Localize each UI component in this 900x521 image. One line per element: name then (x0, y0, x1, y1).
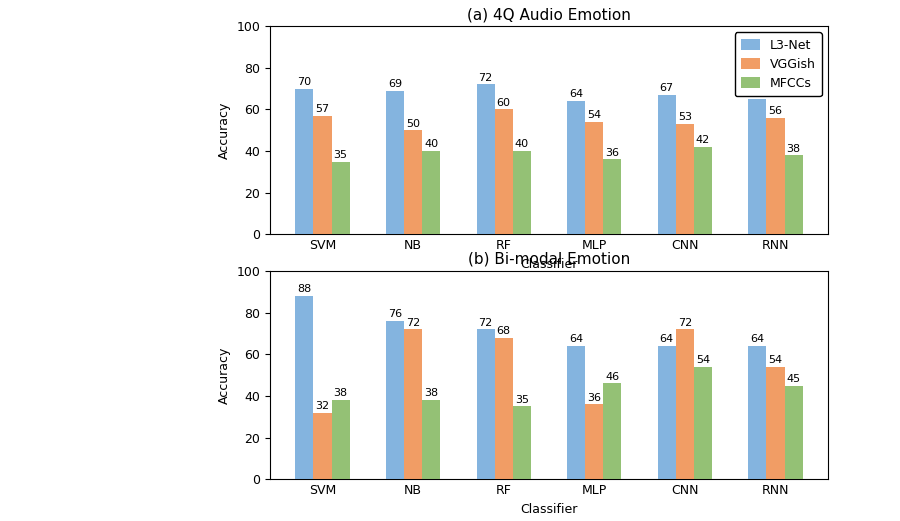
Text: 50: 50 (406, 119, 420, 129)
Text: 54: 54 (696, 355, 710, 365)
Bar (313, 413, 331, 479)
Bar (567, 101, 585, 234)
Text: 35: 35 (515, 395, 529, 405)
Bar (658, 95, 676, 234)
Text: 36: 36 (588, 393, 601, 403)
Bar (676, 329, 694, 479)
Text: 88: 88 (297, 284, 311, 294)
Bar (386, 321, 404, 479)
Text: 64: 64 (569, 90, 583, 100)
Text: 32: 32 (316, 401, 329, 411)
Bar (785, 386, 803, 479)
Bar (513, 151, 531, 234)
Text: 65: 65 (751, 88, 764, 97)
Text: 69: 69 (388, 79, 402, 89)
Bar (785, 155, 803, 234)
Text: 64: 64 (660, 334, 674, 344)
Bar (767, 367, 785, 479)
Text: 38: 38 (787, 144, 801, 154)
Bar (295, 296, 313, 479)
Text: 45: 45 (787, 374, 801, 384)
Text: 60: 60 (497, 98, 510, 108)
Text: 54: 54 (587, 110, 601, 120)
Bar (748, 99, 767, 234)
Bar (386, 91, 404, 234)
Text: 35: 35 (334, 150, 347, 160)
Bar (476, 84, 495, 234)
Bar (404, 329, 422, 479)
Bar (495, 338, 513, 479)
Text: 72: 72 (406, 318, 420, 328)
Text: 67: 67 (660, 83, 674, 93)
Bar (476, 329, 495, 479)
X-axis label: Classifier: Classifier (520, 503, 578, 516)
Text: 76: 76 (388, 309, 402, 319)
Bar (331, 162, 350, 234)
Text: 36: 36 (606, 148, 619, 158)
Bar (422, 400, 440, 479)
Bar (313, 116, 331, 234)
Bar (603, 383, 622, 479)
Text: 72: 72 (479, 73, 492, 83)
Text: 40: 40 (515, 140, 529, 150)
Bar (694, 147, 712, 234)
Text: 64: 64 (751, 334, 764, 344)
Text: 54: 54 (769, 355, 782, 365)
Text: 72: 72 (479, 318, 492, 328)
Text: 68: 68 (497, 326, 511, 336)
Text: 70: 70 (297, 77, 311, 87)
Text: 53: 53 (678, 113, 692, 122)
Bar (585, 122, 603, 234)
Bar (295, 89, 313, 234)
Text: 38: 38 (424, 389, 438, 399)
Bar (603, 159, 622, 234)
Bar (495, 109, 513, 234)
X-axis label: Classifier: Classifier (520, 258, 578, 271)
Text: 56: 56 (769, 106, 782, 116)
Y-axis label: Accuracy: Accuracy (218, 346, 230, 404)
Bar (331, 400, 350, 479)
Title: (b) Bi-modal Emotion: (b) Bi-modal Emotion (468, 252, 630, 267)
Text: 40: 40 (424, 140, 438, 150)
Text: 57: 57 (316, 104, 329, 114)
Bar (513, 406, 531, 479)
Bar (422, 151, 440, 234)
Bar (748, 346, 767, 479)
Bar (404, 130, 422, 234)
Text: 64: 64 (569, 334, 583, 344)
Bar (567, 346, 585, 479)
Bar (676, 124, 694, 234)
Bar (767, 118, 785, 234)
Bar (694, 367, 712, 479)
Text: 42: 42 (696, 135, 710, 145)
Text: 46: 46 (606, 372, 619, 382)
Text: 72: 72 (678, 318, 692, 328)
Legend: L3-Net, VGGish, MFCCs: L3-Net, VGGish, MFCCs (734, 32, 822, 96)
Text: 38: 38 (334, 389, 347, 399)
Bar (585, 404, 603, 479)
Bar (658, 346, 676, 479)
Y-axis label: Accuracy: Accuracy (218, 102, 230, 159)
Title: (a) 4Q Audio Emotion: (a) 4Q Audio Emotion (467, 7, 631, 22)
